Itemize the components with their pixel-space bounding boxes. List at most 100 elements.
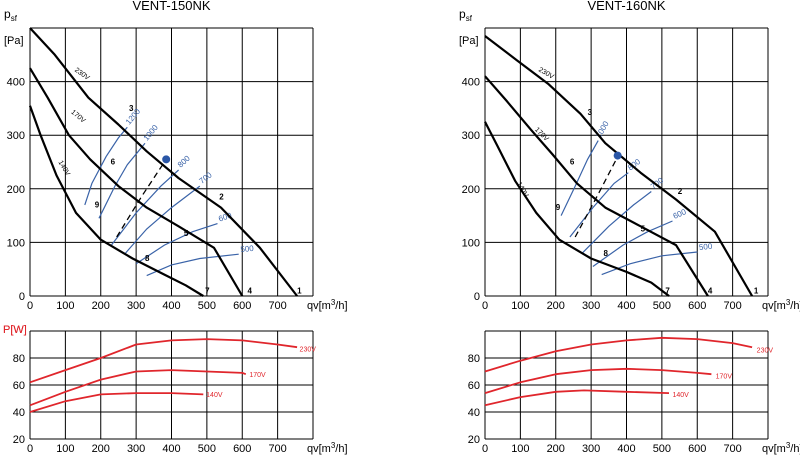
system-line-label: 700 [198,170,215,186]
x-tick-label: 200 [92,443,110,455]
point-number-label: 1 [297,286,302,295]
x-tick-label: 600 [688,443,706,455]
chart-panel-left: 0 100 200 300 400 500 600 7000100200300400qv[m3… [4,0,348,312]
power-curve-label: 170V [716,373,733,380]
x-tick-label: 600 [688,300,706,312]
x-tick-label: 200 [547,300,565,312]
point-number-label: 2 [219,193,224,202]
system-line-1000 [560,140,599,216]
x-axis-label-prefix: qv[m [762,443,786,455]
x-tick-label: 100 [56,300,74,312]
x-tick-label: 400 [617,300,635,312]
x-axis-label-prefix: qv[m [307,300,331,312]
y-axis-label: psf [4,7,18,23]
x-tick-label: 700 [268,443,286,455]
x-axis-label: qv[m3/h] [307,441,348,455]
y-axis-label-symbol: p [459,7,466,21]
system-line-600 [135,223,218,265]
point-number-label: 4 [248,286,253,295]
y-tick-label: 0 [474,291,480,303]
x-tick-label: 500 [653,443,671,455]
y-axis-label-sub: sf [11,14,18,23]
x-tick-label: 600 [233,443,251,455]
fan-curve-230V [484,35,754,297]
point-number-label: 3 [588,108,593,117]
fan-curve-140V [484,121,670,297]
x-tick-label: 400 [617,443,635,455]
y-axis-label: psf [459,7,473,23]
y-axis-unit: [Pa] [459,35,479,47]
x-axis-label-sup: 3 [331,298,336,307]
x-tick-label: 700 [723,300,741,312]
point-number-label: 6 [570,158,575,167]
x-tick-label: 0 [482,443,488,455]
x-tick-label: 0 [482,300,488,312]
x-tick-label: 300 [582,443,600,455]
x-tick-label: 600 [233,300,251,312]
power-curve-label: 140V [206,392,223,399]
x-tick-label: 500 [198,443,216,455]
x-tick-label: 300 [127,443,145,455]
y-tick-label: 200 [7,184,25,196]
power-curve-230V [29,338,298,384]
chart-title: VENT-150NK [132,0,210,13]
power-curve-140V [29,392,204,413]
y-axis-unit: [Pa] [4,35,24,47]
system-line-1200 [84,126,128,206]
x-axis-label: qv[m3/h] [307,298,348,312]
x-tick-label: 400 [162,300,180,312]
power-curve-label: 170V [249,372,266,379]
point-number-label: 4 [708,286,713,295]
y-tick-label: 400 [7,77,25,89]
y-tick-label: 20 [468,434,480,446]
y-axis-label-symbol: p [4,7,11,21]
y-tick-label: 40 [468,407,480,419]
fan-curve-230V [29,27,298,297]
x-axis-label-prefix: qv[m [762,300,786,312]
dashed-system-line [116,158,167,238]
x-tick-label: 300 [582,300,600,312]
x-axis-label-suffix: /h] [790,300,800,312]
x-tick-label: 200 [92,300,110,312]
chart-panel-right-power: 010020030040050060070020406080qv[m3/h]P[… [3,324,800,455]
y-tick-label: 400 [462,77,480,89]
x-tick-label: 700 [723,443,741,455]
x-tick-label: 400 [162,443,180,455]
system-line-1000 [98,142,146,219]
x-tick-label: 100 [56,443,74,455]
fan-curve-170V [29,67,244,297]
point-number-label: 9 [95,201,100,210]
point-number-label: 7 [665,286,670,295]
system-line-label: 1000 [142,123,161,143]
curve-voltage-label: 170V [69,109,86,125]
power-curve-170V [484,367,712,394]
x-tick-label: 100 [511,300,529,312]
curve-voltage-label: 140V [515,181,529,199]
x-tick-label: 0 [27,300,33,312]
y-tick-label: 100 [7,237,25,249]
y-axis-label-sub: sf [466,14,473,23]
power-curve-230V [484,336,753,373]
power-curve-label: 230V [300,346,317,353]
x-axis-label: qv[m3/h] [762,298,800,312]
chart-title: VENT-160NK [587,0,665,13]
fan-curve-170V [484,75,709,297]
point-number-label: 5 [184,229,189,238]
system-line-label: 500 [699,242,714,252]
x-tick-label: 200 [547,443,565,455]
x-axis-label-sup: 3 [786,441,791,450]
x-tick-label: 500 [653,300,671,312]
y-tick-label: 300 [7,130,25,142]
point-number-label: 5 [641,225,646,234]
y-tick-label: 80 [468,353,480,365]
chart-panel-left-power: 0 100 200 300 400 500 600 700 20 40 60 80 qv[m3/h] P[… [3,324,348,455]
power-curve-label: 140V [672,392,689,399]
x-axis-label: qv[m3/h] [762,441,800,455]
power-curve-label: 230V [757,348,774,355]
x-axis-label-suffix: /h] [790,443,800,455]
system-line-600 [592,220,673,267]
system-line-700 [125,185,201,254]
system-line-800 [569,172,629,238]
x-axis-label-suffix: /h] [335,300,347,312]
